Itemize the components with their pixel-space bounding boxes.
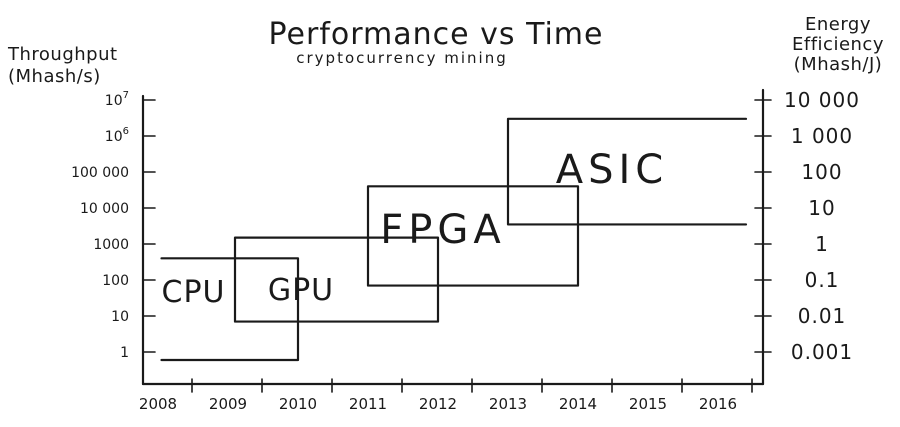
band-label-asic: ASIC: [556, 147, 668, 193]
band-outline: [160, 257, 300, 362]
left-tick-label: 100: [102, 273, 129, 289]
band-outline: [233, 236, 440, 323]
tick-base: 10: [105, 93, 123, 109]
left-tick-label: 10 000: [80, 201, 129, 217]
x-tick-label: 2014: [559, 395, 597, 413]
chart-title: Performance vs Time: [269, 17, 604, 52]
band-label-fpga: FPGA: [380, 207, 506, 253]
right-tick-label: 1 000: [791, 124, 853, 148]
right-axis-title-line: (Mhash/J): [794, 54, 883, 75]
right-axis-title-line: Energy: [805, 14, 871, 35]
right-axis-title-line: Efficiency: [792, 34, 884, 55]
x-tick-label: 2011: [349, 395, 387, 413]
right-tick-label: 10 000: [784, 88, 860, 112]
left-tick-label: 1: [120, 345, 129, 361]
band-asic: ASIC: [506, 117, 748, 226]
era-bands: CPU GPU FPGA ASIC: [160, 117, 748, 362]
right-tick-label: 10: [808, 196, 835, 220]
left-tick-label: 106: [105, 126, 129, 145]
x-tick-label: 2016: [699, 395, 737, 413]
tick-exponent: 7: [123, 90, 129, 101]
band-outline: [506, 117, 748, 226]
right-tick-label: 0.01: [798, 304, 847, 328]
right-tick-label: 0.001: [791, 340, 853, 364]
right-tick-label: 0.1: [805, 268, 840, 292]
right-tick-label: 100: [801, 160, 842, 184]
left-tick-label: 10: [111, 309, 129, 325]
left-axis-title: Throughput(Mhash/s): [7, 44, 118, 87]
left-tick-label: 100 000: [71, 165, 129, 181]
left-axis-title-line: (Mhash/s): [8, 66, 101, 87]
tick-exponent: 6: [123, 126, 129, 137]
band-gpu: GPU: [233, 236, 440, 323]
x-tick-label: 2008: [139, 395, 177, 413]
tick-base: 10: [105, 129, 123, 145]
band-label-gpu: GPU: [268, 273, 334, 308]
band-outline: [366, 185, 580, 287]
band-cpu: CPU: [160, 257, 300, 362]
x-tick-label: 2012: [419, 395, 457, 413]
axes: [141, 88, 772, 393]
band-label-cpu: CPU: [162, 275, 226, 310]
left-tick-label: 1000: [93, 237, 129, 253]
x-tick-label: 2009: [209, 395, 247, 413]
right-tick-label: 1: [815, 232, 829, 256]
left-axis-title-line: Throughput: [7, 44, 118, 65]
x-tick-label: 2015: [629, 395, 667, 413]
band-fpga: FPGA: [366, 185, 580, 287]
left-tick-label: 107: [105, 90, 129, 109]
x-tick-label: 2010: [279, 395, 317, 413]
x-tick-label: 2013: [489, 395, 527, 413]
chart-subtitle: cryptocurrency mining: [296, 49, 507, 67]
